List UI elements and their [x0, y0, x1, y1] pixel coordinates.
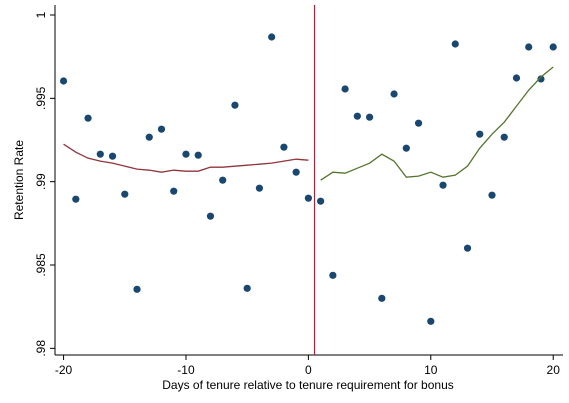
data-point	[463, 244, 472, 252]
data-point	[243, 284, 251, 292]
y-tick-label: 1	[34, 11, 48, 18]
data-point	[525, 43, 533, 51]
data-point	[231, 101, 239, 109]
data-point	[170, 187, 178, 195]
data-point	[206, 212, 215, 220]
data-point	[96, 150, 104, 158]
y-tick-label: .985	[34, 253, 48, 277]
data-point	[549, 43, 557, 51]
data-point	[268, 33, 276, 41]
x-tick-label: 0	[305, 363, 312, 377]
data-point	[292, 168, 300, 176]
fit-line	[63, 143, 309, 173]
data-point	[488, 191, 496, 199]
x-tick-label: -20	[55, 363, 73, 377]
data-point	[365, 113, 374, 121]
data-point	[121, 190, 129, 198]
data-point	[72, 195, 80, 203]
data-point	[317, 197, 325, 205]
data-point	[133, 285, 141, 293]
y-axis-label: Retention Rate	[12, 140, 26, 220]
data-point	[59, 77, 68, 85]
data-point	[108, 152, 117, 160]
data-point	[439, 181, 447, 189]
data-point	[378, 294, 386, 302]
data-point	[329, 271, 337, 279]
data-point	[476, 130, 484, 138]
data-point	[414, 119, 423, 127]
data-point	[402, 144, 410, 152]
data-point	[182, 150, 190, 158]
data-point	[304, 194, 312, 202]
data-point	[341, 85, 349, 93]
y-tick-label: .98	[34, 340, 48, 357]
data-point	[157, 125, 166, 133]
data-point	[500, 133, 508, 141]
x-axis-label: Days of tenure relative to tenure requir…	[162, 378, 454, 392]
x-tick-label: 20	[547, 363, 561, 377]
x-tick-label: 10	[424, 363, 438, 377]
x-tick-label: -10	[177, 363, 195, 377]
data-point	[145, 133, 153, 141]
data-point	[451, 40, 459, 48]
fit-line	[320, 66, 554, 181]
data-point	[427, 317, 435, 325]
data-point	[84, 114, 92, 122]
data-point	[280, 143, 288, 151]
data-point	[353, 112, 361, 120]
data-point	[219, 176, 227, 184]
data-point	[194, 151, 202, 159]
data-point	[390, 90, 398, 98]
data-point	[255, 184, 264, 192]
data-point	[537, 75, 545, 83]
data-point	[512, 74, 521, 82]
y-tick-label: .995	[34, 86, 48, 110]
y-tick-label: .99	[34, 173, 48, 190]
